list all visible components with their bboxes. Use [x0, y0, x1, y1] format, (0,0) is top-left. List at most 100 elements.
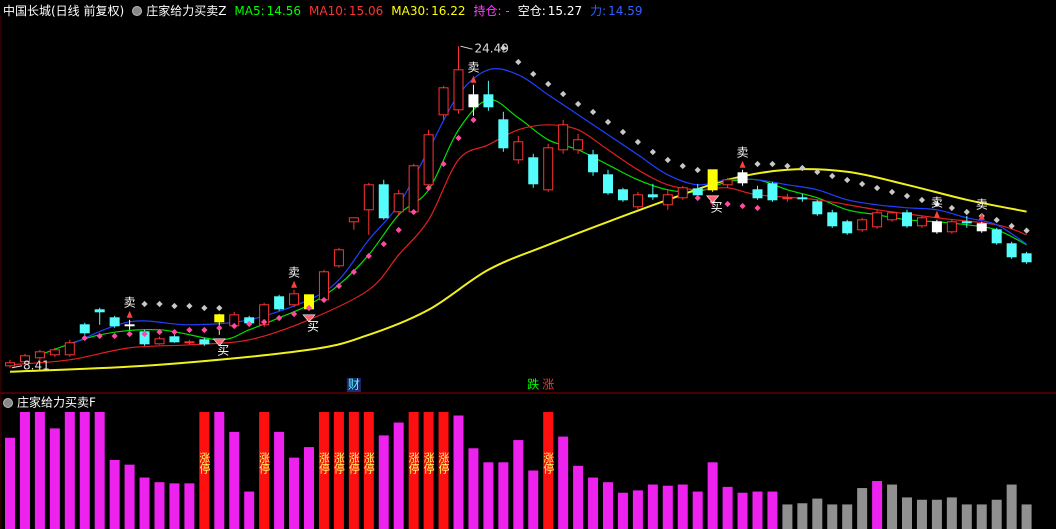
candle-body: [961, 221, 972, 224]
volume-bar: [5, 437, 15, 529]
low-price-label: 8.41: [23, 358, 50, 372]
candle-body: [124, 324, 135, 327]
volume-bar: [1021, 504, 1032, 529]
volume-bar: [902, 497, 912, 529]
sell-icon: [470, 75, 477, 83]
volume-bar: [916, 499, 927, 529]
candle-body: [498, 119, 509, 149]
volume-bar: [94, 412, 105, 529]
sell-icon: [739, 160, 746, 168]
signal-dot: [216, 324, 223, 332]
signal-dot: [380, 240, 387, 248]
signal-dot: [993, 216, 1000, 224]
volume-bar: [79, 412, 90, 529]
volume-bar: [34, 412, 45, 529]
symbol[interactable]: 中国长城(日线 前复权): [3, 4, 125, 18]
signal-dot: [320, 296, 328, 304]
volume-bar: [333, 412, 344, 529]
volume-bar: [692, 491, 703, 529]
candle-body: [64, 342, 75, 356]
panel-icon[interactable]: [3, 398, 13, 408]
candle-body: [916, 217, 927, 227]
signal-dot: [918, 196, 926, 204]
candle-body: [393, 193, 404, 213]
candle-body: [5, 362, 15, 367]
candle-body: [857, 219, 868, 231]
volume-bar: [318, 412, 329, 529]
volume-bar: [946, 497, 957, 529]
candle-body: [34, 351, 45, 359]
candle-body: [154, 338, 165, 345]
readout-value: 15.06: [348, 3, 384, 18]
signal-dot: [829, 172, 836, 180]
volume-bar: [573, 465, 584, 529]
candle-body: [632, 194, 643, 208]
candle-body: [169, 336, 180, 343]
volume-bar: [797, 503, 808, 529]
signal-dot: [111, 332, 118, 340]
limit-up-label: 涨停: [198, 452, 211, 475]
candle-body: [887, 212, 898, 221]
candle-body: [333, 249, 344, 267]
signal-dot: [515, 58, 522, 66]
volume-bar: [961, 504, 972, 529]
signal-dot: [903, 192, 911, 200]
volume-bar: [782, 504, 793, 529]
volume-bar: [812, 498, 823, 529]
sell-signal: 卖: [931, 195, 943, 209]
signal-dot: [649, 148, 656, 156]
candle-body: [94, 309, 105, 313]
volume-bar: [124, 464, 135, 529]
readout-label: 空仓:: [517, 4, 546, 18]
ma-line: [9, 168, 1027, 373]
indicator-icon[interactable]: [132, 5, 143, 16]
readout-label: MA30:: [391, 3, 430, 18]
signal-dot: [201, 304, 208, 312]
candle-body: [767, 183, 778, 201]
candle-body: [931, 221, 942, 233]
volume-bar: [931, 499, 942, 529]
readout-label: MA10:: [309, 3, 347, 18]
volume-bar: [887, 484, 898, 529]
signal-dot: [784, 162, 791, 170]
candle-body: [737, 172, 748, 184]
candle-body: [49, 349, 60, 356]
signal-dot: [171, 328, 178, 336]
candle-body: [573, 139, 584, 151]
volume-bar: [528, 470, 539, 529]
volume-bar: [169, 483, 180, 529]
candle-body: [109, 317, 120, 327]
signal-dot: [216, 304, 223, 312]
header: 中国长城(日线 前复权) 庄家给力买卖Z MA5: 14.56 MA10: 15.06…: [3, 2, 645, 19]
signal-dot: [754, 160, 761, 168]
signal-dot: [545, 80, 552, 88]
signal-dot: [335, 282, 343, 290]
tag-bg: [346, 378, 361, 392]
candle-body: [812, 201, 823, 215]
volume-bar: [722, 486, 733, 529]
signal-dot: [859, 180, 866, 188]
candle-body: [79, 324, 90, 334]
buy-signal: 买: [307, 319, 319, 333]
volume-bar: [363, 412, 374, 529]
volume-bar: [378, 435, 389, 529]
volume-bar: [588, 477, 599, 529]
candle-body: [558, 124, 569, 151]
sell-icon: [126, 310, 133, 318]
signal-dot: [470, 116, 477, 124]
signal-dot: [604, 118, 612, 126]
limit-up-label: 涨停: [347, 452, 360, 475]
readout-label: 持仓: -: [473, 4, 510, 18]
signal-dot: [305, 304, 313, 312]
volume-bar: [139, 477, 150, 529]
volume-bar: [827, 504, 838, 529]
readout-label: MA5:: [234, 3, 265, 18]
candle-body: [782, 197, 793, 200]
volume-bar: [603, 482, 613, 529]
signal-dot: [679, 162, 686, 170]
volume-bar: [199, 412, 210, 529]
indicator-name[interactable]: 庄家给力买卖Z: [146, 4, 227, 18]
signal-dot: [1023, 227, 1030, 234]
candle-body: [19, 355, 30, 363]
volume-bar: [662, 485, 673, 529]
